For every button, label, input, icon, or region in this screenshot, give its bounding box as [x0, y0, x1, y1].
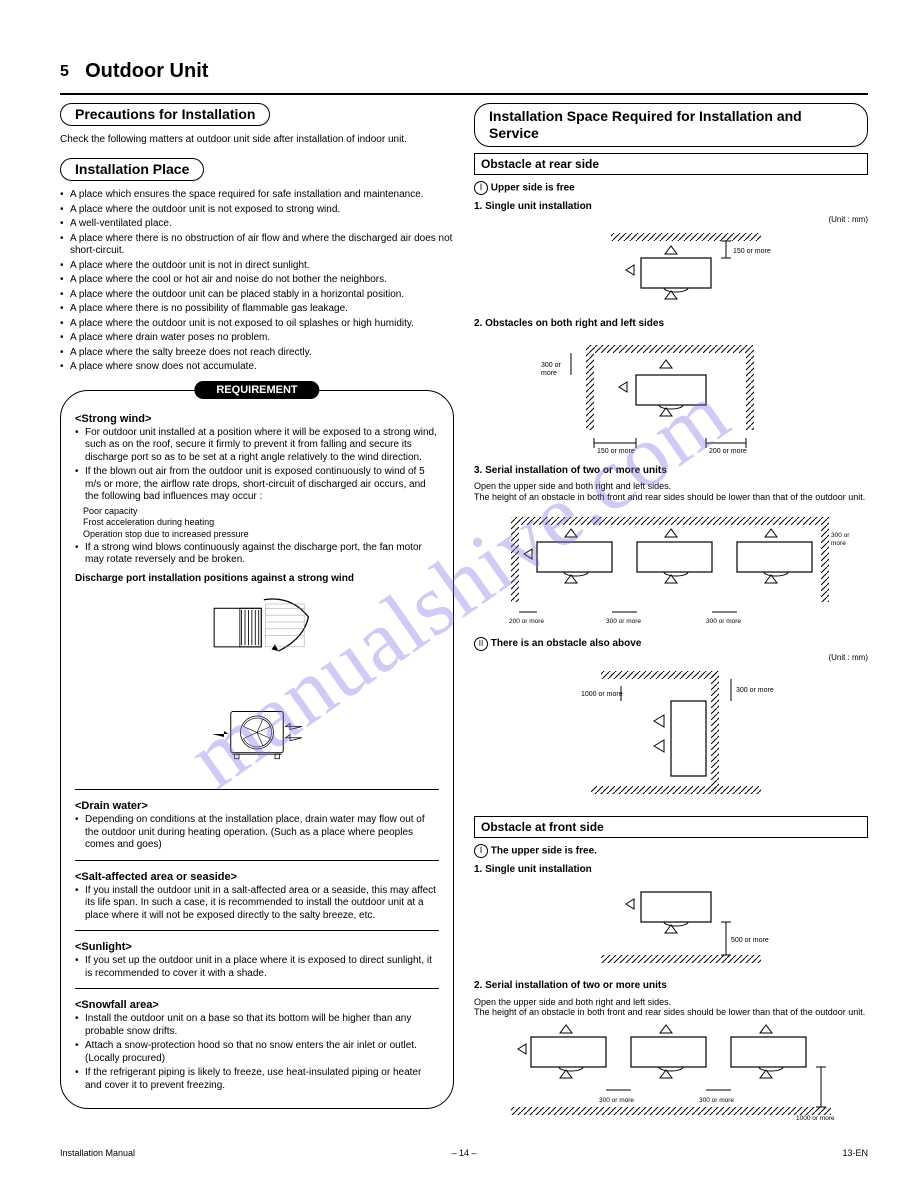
- wind-diagram-2: [75, 689, 439, 779]
- sec1-note: Open the upper side and both right and l…: [474, 481, 868, 503]
- req-text: Attach a snow-protection hood so that no…: [75, 1040, 439, 1065]
- unit-mm: (Unit : mm): [474, 215, 868, 224]
- place-item: A place where drain water poses no probl…: [60, 332, 454, 345]
- box-obstacle-rear: Obstacle at rear side: [474, 153, 868, 175]
- req-heading-sun: <Sunlight>: [75, 941, 439, 953]
- unit-mm: (Unit : mm): [474, 653, 868, 662]
- intro-text: Check the following matters at outdoor u…: [60, 134, 454, 147]
- svg-text:1000 or more: 1000 or more: [796, 1115, 835, 1122]
- place-item: A place where snow does not accumulate.: [60, 361, 454, 374]
- requirement-panel: REQUIREMENT <Strong wind> For outdoor un…: [60, 390, 454, 1110]
- svg-text:300 or more: 300 or more: [736, 687, 774, 694]
- svg-text:300 or more: 300 or more: [706, 618, 741, 625]
- req-sub: Frost acceleration during heating: [75, 517, 439, 528]
- heading-precautions: Precautions for Installation: [60, 103, 270, 126]
- svg-text:150 or more: 150 or more: [597, 448, 635, 455]
- svg-text:300 or: 300 or: [831, 532, 850, 539]
- req-figcap: Discharge port installation positions ag…: [75, 573, 439, 586]
- page-number: – 14 –: [451, 1148, 476, 1158]
- place-item: A well-ventilated place.: [60, 218, 454, 231]
- req-text: If a strong wind blows continuously agai…: [75, 542, 439, 567]
- place-item: A place where the cool or hot air and no…: [60, 274, 454, 287]
- clearance-diagram-both-sides: 150 or more 200 or more 300 ormore: [474, 335, 868, 455]
- place-item: A place where there is no obstruction of…: [60, 233, 454, 258]
- svg-text:1000 or more: 1000 or more: [581, 691, 623, 698]
- place-item: A place where there is no possibility of…: [60, 303, 454, 316]
- wind-diagram-1: [75, 589, 439, 679]
- req-heading-wind: <Strong wind>: [75, 413, 439, 425]
- req-sub: Poor capacity: [75, 506, 439, 517]
- chapter-title: Outdoor Unit: [85, 60, 208, 82]
- place-item: A place where the outdoor unit is not ex…: [60, 204, 454, 217]
- svg-text:300 or: 300 or: [541, 362, 562, 369]
- req-heading-salt: <Salt-affected area or seaside>: [75, 871, 439, 883]
- svg-text:200 or more: 200 or more: [509, 618, 544, 625]
- svg-text:more: more: [541, 370, 557, 377]
- req-text: Depending on conditions at the installat…: [75, 814, 439, 852]
- clearance-diagram-serial-front: 1000 or more 300 or more 300 or more: [474, 1022, 868, 1122]
- sec1-cap2: 2. Obstacles on both right and left side…: [474, 318, 868, 331]
- sec3-cap2: 2. Serial installation of two or more un…: [474, 980, 868, 993]
- req-text: If the refrigerant piping is likely to f…: [75, 1067, 439, 1092]
- place-item: A place where the outdoor unit is not ex…: [60, 318, 454, 331]
- svg-text:more: more: [831, 540, 846, 547]
- clearance-diagram-serial-rear: 200 or more 300 or more 300 or more 300 …: [474, 507, 868, 627]
- req-sub: Operation stop due to increased pressure: [75, 529, 439, 540]
- sec1-cap1: 1. Single unit installation: [474, 201, 868, 214]
- req-text: For outdoor unit installed at a position…: [75, 427, 439, 465]
- sec3-cap1: 1. Single unit installation: [474, 864, 868, 877]
- sec2-heading: There is an obstacle also above: [491, 638, 642, 649]
- place-item: A place which ensures the space required…: [60, 189, 454, 202]
- requirement-tab: REQUIREMENT: [194, 381, 319, 399]
- box-obstacle-front: Obstacle at front side: [474, 816, 868, 838]
- svg-text:300 or more: 300 or more: [699, 1097, 734, 1104]
- req-text: Install the outdoor unit on a base so th…: [75, 1013, 439, 1038]
- req-text: If you set up the outdoor unit in a plac…: [75, 955, 439, 980]
- req-text: If the blown out air from the outdoor un…: [75, 466, 439, 504]
- req-text: If you install the outdoor unit in a sal…: [75, 885, 439, 923]
- clearance-diagram-single-front: 500 or more: [474, 880, 868, 970]
- sec3-heading: The upper side is free.: [491, 845, 597, 856]
- clearance-diagram-single-rear: 150 or more: [474, 228, 868, 308]
- place-item: A place where the outdoor unit is not in…: [60, 260, 454, 273]
- req-heading-snow: <Snowfall area>: [75, 999, 439, 1011]
- place-item: A place where the salty breeze does not …: [60, 347, 454, 360]
- sec1-heading: Upper side is free: [491, 182, 575, 193]
- svg-text:5: 5: [60, 64, 69, 78]
- footer-left: Installation Manual: [60, 1148, 135, 1158]
- sec3-note: Open the upper side and both right and l…: [474, 997, 868, 1019]
- heading-space: Installation Space Required for Installa…: [474, 103, 868, 147]
- place-item: A place where the outdoor unit can be pl…: [60, 289, 454, 302]
- req-heading-drain: <Drain water>: [75, 800, 439, 812]
- svg-text:300 or more: 300 or more: [606, 618, 641, 625]
- footer-right: 13-EN: [842, 1148, 868, 1158]
- svg-text:500 or more: 500 or more: [731, 937, 769, 944]
- svg-text:200 or more: 200 or more: [709, 448, 747, 455]
- clearance-diagram-obstacle-above: 1000 or more 300 or more: [474, 666, 868, 806]
- svg-text:300 or more: 300 or more: [599, 1097, 634, 1104]
- heading-install-place: Installation Place: [60, 158, 204, 181]
- sec1-cap3: 3. Serial installation of two or more un…: [474, 465, 868, 478]
- svg-text:150 or more: 150 or more: [733, 248, 771, 255]
